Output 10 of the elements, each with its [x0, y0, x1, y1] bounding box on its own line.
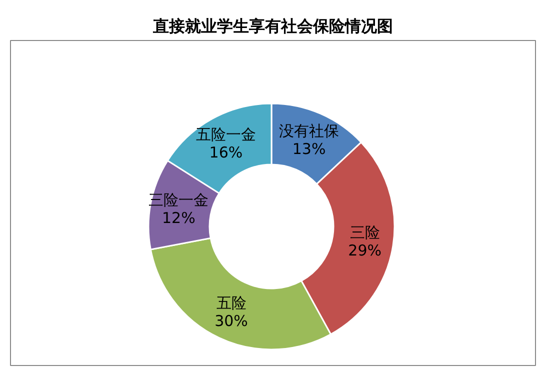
- data-label: 29%: [348, 241, 382, 260]
- slice-label: 五险一金: [196, 126, 256, 144]
- slice-label: 三险: [350, 223, 380, 242]
- chart-title: 直接就业学生享有社会保险情况图: [152, 16, 393, 36]
- data-label: 13%: [292, 140, 326, 158]
- slice-label: 没有社保: [279, 122, 340, 140]
- data-label: 16%: [209, 144, 243, 162]
- data-label: 12%: [162, 208, 196, 227]
- slice-label: 五险: [216, 294, 246, 312]
- data-label: 30%: [214, 312, 248, 330]
